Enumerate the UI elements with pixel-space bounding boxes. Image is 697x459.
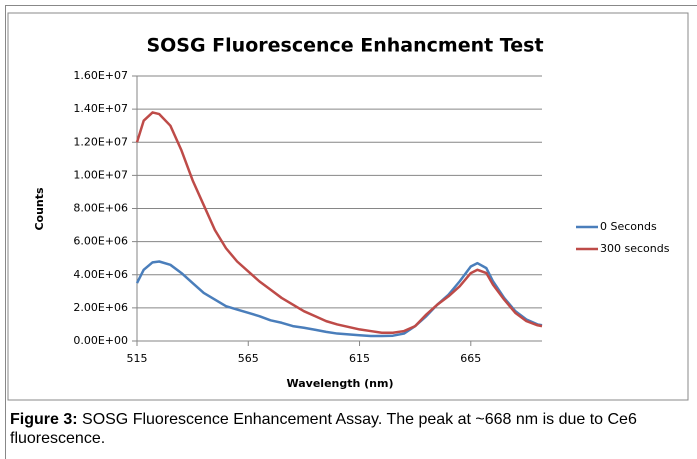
y-tick-label: 1.20E+07 <box>73 135 128 148</box>
caption-text: SOSG Fluorescence Enhancement Assay. The… <box>10 411 637 447</box>
caption-label: Figure 3: <box>10 411 78 428</box>
y-tick-label: 4.00E+06 <box>73 268 128 281</box>
y-tick-label: 1.60E+07 <box>73 69 128 82</box>
y-tick-label: 8.00E+06 <box>73 202 128 215</box>
series-line <box>135 111 543 334</box>
x-tick-label: 565 <box>238 352 259 365</box>
y-tick-label: 2.00E+06 <box>73 301 128 314</box>
y-tick-label: 1.40E+07 <box>73 102 128 115</box>
chart-title: SOSG Fluorescence Enhancment Test <box>146 35 543 57</box>
y-tick-label: 1.00E+07 <box>73 168 128 181</box>
legend-label: 0 Seconds <box>600 220 657 233</box>
y-tick-label: 6.00E+06 <box>73 235 128 248</box>
x-axis-title: Wavelength (nm) <box>287 377 394 390</box>
x-tick-label: 615 <box>349 352 370 365</box>
x-tick-label: 515 <box>127 352 148 365</box>
series-line <box>135 260 543 338</box>
caption: Figure 3: SOSG Fluorescence Enhancement … <box>10 410 697 448</box>
x-tick-label: 665 <box>460 352 481 365</box>
chart: SOSG Fluorescence Enhancment Test Wavele… <box>7 12 689 401</box>
y-axis-title: Counts <box>33 187 46 231</box>
legend-label: 300 seconds <box>600 242 670 255</box>
figure-frame <box>5 5 697 459</box>
y-tick-label: 0.00E+00 <box>73 334 128 347</box>
